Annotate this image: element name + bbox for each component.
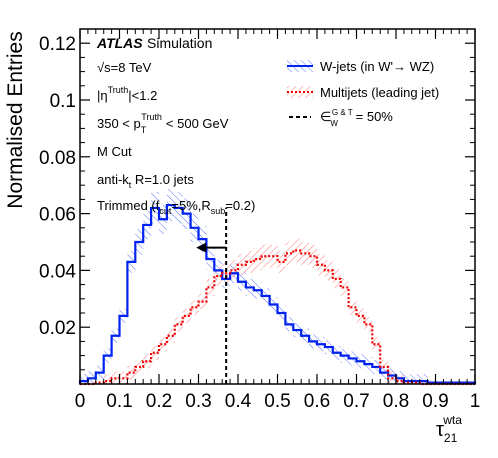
legend-item-w-jets: W-jets (in W'→ WZ) — [287, 59, 434, 74]
pt-label: 350 < pTTruth < 500 GeV — [97, 112, 229, 135]
x-tick-label: 0.6 — [304, 391, 330, 412]
legend-label-w-jets: W-jets (in W'→ WZ) — [320, 59, 434, 74]
y-tick-label: 0.08 — [39, 148, 76, 169]
algorithm-label: anti-kt R=1.0 jets — [97, 172, 194, 190]
x-tick-label: 0.1 — [106, 391, 132, 412]
x-tick-label: 0.7 — [343, 391, 369, 412]
error-band-multijets-bin — [174, 317, 183, 332]
error-band-multijets-bin — [372, 337, 381, 352]
error-band-multijets-bin — [253, 247, 262, 271]
error-band-multijets-bin — [245, 250, 254, 273]
histogram-multijets — [80, 249, 475, 386]
error-band-multijets-bin — [309, 244, 317, 268]
mass-cut-label: M Cut — [97, 144, 132, 159]
x-tick-label: 0.2 — [146, 391, 172, 412]
simulation-label: Simulation — [147, 35, 212, 51]
cut-arrow-head — [196, 242, 207, 253]
trimming-label: Trimmed (fcut=5%,Rsub=0.2) — [97, 198, 255, 216]
error-band-multijets-bin — [127, 365, 136, 380]
error-band-multijets-bin — [159, 337, 167, 352]
legend: W-jets (in W'→ WZ) Multijets (leading je… — [287, 59, 439, 128]
error-band-w-jets-bin — [80, 374, 88, 384]
error-band-w-jets-bin — [403, 374, 412, 384]
atlas-label: ATLAS — [96, 35, 143, 51]
y-tick-label: 0.1 — [50, 91, 76, 112]
legend-item-cut: ∈WG & T = 50% — [289, 108, 393, 128]
error-band-w-jets-bin — [411, 374, 420, 384]
x-tick-label: 1 — [470, 391, 481, 412]
error-band-multijets-bin — [214, 266, 223, 286]
y-tick-label: 0.06 — [39, 205, 76, 226]
y-axis-label: Normalised Entries — [4, 31, 27, 208]
error-band-multijets-bin — [151, 345, 159, 360]
x-tick-label: 0.5 — [264, 391, 290, 412]
x-tick-label: 0.4 — [225, 391, 252, 412]
error-band-multijets-bin — [206, 278, 215, 297]
error-band-multijets-bin — [340, 278, 349, 297]
error-band-multijets-bin — [364, 317, 373, 332]
y-tick-label: 0.02 — [39, 318, 76, 339]
legend-label-multijets: Multijets (leading jet) — [320, 85, 439, 100]
legend-label-cut: ∈WG & T = 50% — [320, 108, 393, 128]
energy-label: √s=8 TeV — [97, 60, 152, 75]
error-band-multijets-bin — [190, 300, 199, 315]
legend-item-multijets: Multijets (leading jet) — [287, 85, 439, 100]
error-band-multijets-bin — [182, 308, 191, 323]
error-band-w-jets-bin — [419, 374, 428, 384]
x-tick-label: 0.9 — [422, 391, 448, 412]
error-band-multijets-bin — [277, 250, 286, 273]
x-tick-label: 0.8 — [383, 391, 409, 412]
error-band-multijets-bin — [317, 253, 325, 276]
error-band-multijets-bin — [166, 328, 175, 343]
x-tick-label: 0.3 — [185, 391, 211, 412]
y-tick-label: 0.12 — [39, 34, 76, 55]
x-axis-label: τ21wta — [436, 413, 462, 445]
plot-frame — [79, 28, 476, 385]
error-band-multijets-bin — [285, 241, 294, 266]
annotation-block: ATLAS Simulation √s=8 TeV |ηTruth|<1.2 3… — [96, 35, 255, 216]
error-band-multijets-bin — [230, 260, 238, 281]
error-band-multijets-bin — [348, 300, 357, 315]
error-band-multijets-bin — [293, 238, 302, 263]
error-band-multijets-bin — [356, 308, 365, 323]
y-tick-label: 0.04 — [39, 261, 76, 282]
error-band-multijets-bin — [103, 374, 112, 384]
plot-area: 0 0.1 0.2 0.3 0.4 0.5 0.6 0.7 0.8 0.9 1 0.02 0.04 0.0… — [39, 29, 480, 412]
x-tick-label: 0 — [75, 391, 86, 412]
eta-label: |ηTruth|<1.2 — [97, 85, 157, 103]
